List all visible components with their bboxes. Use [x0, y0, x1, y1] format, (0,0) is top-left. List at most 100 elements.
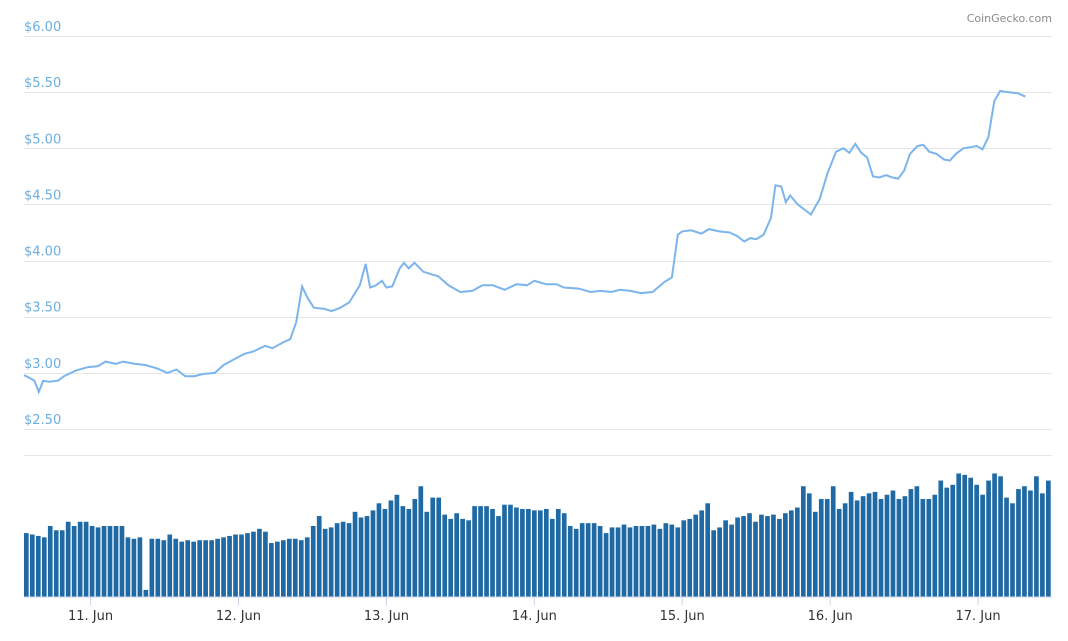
volume-bar: [310, 526, 316, 597]
volume-bar: [860, 496, 866, 597]
volume-bar: [549, 518, 555, 597]
volume-bar: [173, 538, 179, 597]
volume-bar: [818, 499, 824, 597]
volume-bar: [579, 523, 585, 597]
volume-bar: [789, 510, 794, 597]
volume-bar: [239, 534, 244, 597]
volume-bar: [800, 486, 806, 597]
volume-bar: [29, 534, 35, 597]
volume-bar: [866, 493, 872, 597]
volume-bar: [729, 524, 734, 597]
volume-bar: [968, 477, 974, 597]
volume-bar: [1010, 503, 1015, 597]
volume-bar: [185, 540, 191, 597]
coingecko-watermark: CoinGecko.com: [966, 12, 1052, 25]
volume-bar: [131, 538, 137, 597]
y-tick-label: $4.50: [24, 188, 61, 203]
volume-bar: [938, 480, 944, 597]
volume-bar: [836, 508, 842, 597]
volume-bar: [394, 494, 400, 597]
volume-bar: [675, 527, 681, 597]
volume-bar: [914, 486, 920, 597]
volume-bar: [645, 526, 651, 597]
volume-bar: [627, 527, 633, 597]
volume-bar: [759, 514, 764, 597]
volume-bar: [292, 538, 298, 597]
volume-bar: [322, 528, 328, 597]
volume-bar: [370, 510, 376, 597]
volume-bar: [41, 537, 47, 597]
volume-bar: [352, 511, 358, 597]
volume-bar: [573, 528, 579, 597]
volume-bar: [663, 523, 669, 597]
volume-bar: [298, 540, 304, 597]
volume-bar: [304, 537, 310, 597]
volume-bar: [125, 537, 131, 597]
volume-bar: [472, 506, 477, 597]
volume-bar: [567, 526, 573, 597]
volume-bar: [490, 508, 495, 597]
volume-bar: [777, 518, 782, 597]
volume-bar: [639, 526, 645, 597]
grid-lines: [24, 36, 1052, 456]
volume-bar: [1034, 476, 1039, 597]
volume-bar: [263, 531, 268, 597]
volume-bar: [950, 484, 956, 597]
volume-bar: [269, 543, 274, 597]
volume-bar: [346, 523, 352, 597]
volume-bar: [962, 474, 968, 597]
volume-bar: [681, 520, 687, 597]
volume-bar: [484, 506, 489, 597]
volume-bar: [908, 489, 914, 597]
volume-bar: [812, 511, 818, 597]
volume-bar: [400, 506, 406, 597]
volume-bar: [478, 506, 483, 597]
volume-bar: [167, 534, 173, 597]
volume-bar: [376, 503, 382, 597]
volume-bar: [496, 516, 501, 597]
volume-bar: [328, 527, 334, 597]
volume-bar: [753, 521, 758, 597]
volume-bar: [520, 508, 525, 597]
volume-bar: [502, 504, 507, 597]
volume-bar: [107, 526, 113, 597]
volume-bar: [920, 499, 926, 597]
volume-bar: [872, 491, 878, 597]
volume-bar: [1016, 489, 1021, 597]
volume-bar: [334, 523, 340, 597]
volume-bar: [316, 516, 322, 597]
volume-bar: [591, 523, 597, 597]
y-tick-label: $3.00: [24, 357, 61, 372]
volume-bar: [24, 533, 29, 597]
volume-bar: [251, 531, 256, 597]
volume-bar: [149, 538, 155, 597]
y-axis-tick-labels: $6.00 $5.50 $5.00 $4.50 $4.00 $3.50 $3.00 $2.50: [24, 20, 61, 428]
volume-bar: [980, 494, 985, 597]
volume-bar: [986, 480, 991, 597]
price-line: [23, 89, 1026, 395]
volume-bar: [454, 513, 460, 597]
volume-bar: [466, 520, 471, 597]
volume-bar: [723, 520, 728, 597]
volume-bar: [1004, 497, 1009, 597]
volume-bar: [651, 524, 657, 597]
volume-bar: [699, 510, 705, 597]
volume-bar: [65, 521, 71, 597]
volume-bar: [436, 497, 442, 597]
y-tick-label: $4.00: [24, 245, 61, 260]
volume-bar: [508, 504, 513, 597]
volume-bar: [179, 541, 185, 597]
volume-bar: [603, 533, 609, 597]
x-tick-label: 12. Jun: [216, 609, 261, 624]
volume-bar: [281, 540, 286, 597]
volume-bar: [1046, 480, 1051, 597]
volume-bar: [412, 499, 418, 597]
x-tick-label: 11. Jun: [68, 609, 113, 624]
volume-bar: [71, 526, 77, 597]
volume-bar: [765, 516, 770, 597]
volume-bar: [771, 514, 776, 597]
volume-bar: [95, 527, 101, 597]
volume-bar: [532, 510, 537, 597]
volume-bar: [191, 541, 197, 597]
